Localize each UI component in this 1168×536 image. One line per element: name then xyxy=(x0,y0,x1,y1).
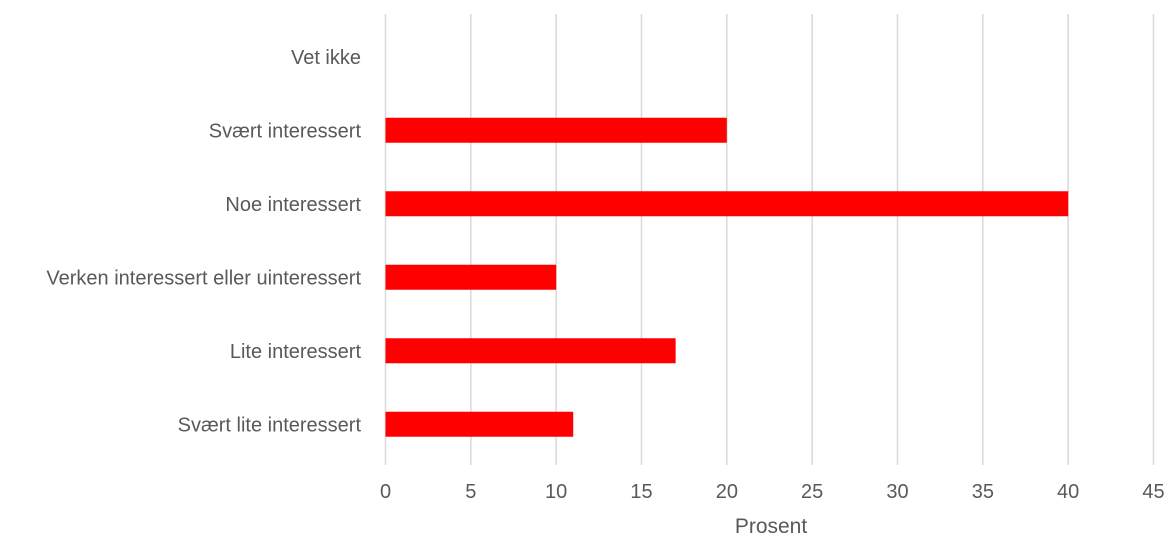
x-tick-labels: 0 5 10 15 20 25 30 35 40 45 xyxy=(380,481,1165,503)
x-tick-label-20: 20 xyxy=(716,481,738,503)
category-label: Noe interessert xyxy=(225,194,361,216)
x-axis-title: Prosent xyxy=(735,515,808,536)
x-tick-label-15: 15 xyxy=(630,481,652,503)
category-label: Lite interessert xyxy=(230,341,362,363)
category-label: Verken interessert eller uinteressert xyxy=(46,267,361,289)
category-labels: Vet ikke Svært interessert Noe interessert… xyxy=(46,47,361,437)
gridlines xyxy=(384,14,1155,465)
bar-5 xyxy=(385,411,574,437)
x-tick-label-5: 5 xyxy=(465,481,476,503)
category-label: Svært interessert xyxy=(209,120,362,142)
x-tick-label-40: 40 xyxy=(1057,481,1079,503)
bars xyxy=(385,117,1069,437)
x-tick-label-0: 0 xyxy=(380,481,391,503)
category-label: Svært lite interessert xyxy=(178,414,362,436)
x-tick-label-10: 10 xyxy=(545,481,567,503)
x-tick-label-25: 25 xyxy=(801,481,823,503)
x-tick-label-30: 30 xyxy=(886,481,908,503)
bar-4 xyxy=(385,338,676,364)
bar-3 xyxy=(385,264,557,290)
x-tick-label-35: 35 xyxy=(972,481,994,503)
x-tick-label-45: 45 xyxy=(1142,481,1164,503)
bar-2 xyxy=(385,191,1069,217)
bar-1 xyxy=(385,117,727,143)
category-label: Vet ikke xyxy=(291,47,361,69)
